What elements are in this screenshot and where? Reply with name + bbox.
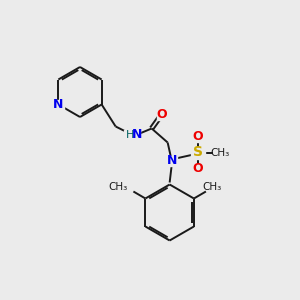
Text: CH₃: CH₃ [210,148,229,158]
Text: CH₃: CH₃ [108,182,128,193]
Text: S: S [193,146,203,160]
Text: N: N [53,98,64,111]
Bar [193,131,203,142]
Bar [191,146,205,158]
Text: N: N [131,128,142,141]
Text: O: O [192,162,203,175]
Bar [52,100,64,110]
Bar [193,164,203,173]
Text: O: O [156,108,167,121]
Text: CH₃: CH₃ [202,182,221,193]
Bar [167,155,177,166]
Bar [124,130,140,140]
Text: H: H [125,130,134,140]
Text: O: O [192,130,203,143]
Text: N: N [167,154,177,167]
Bar [157,110,167,119]
